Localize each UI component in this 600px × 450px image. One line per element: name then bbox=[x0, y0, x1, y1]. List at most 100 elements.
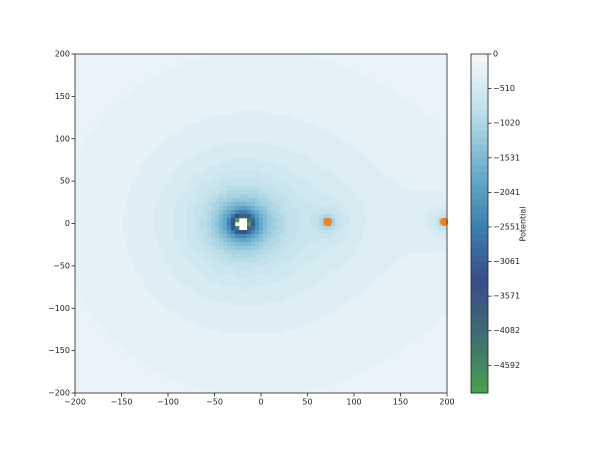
contour-cell bbox=[219, 202, 224, 207]
contour-cell bbox=[303, 222, 308, 227]
contour-cell bbox=[443, 78, 448, 83]
contour-cell bbox=[387, 218, 392, 223]
contour-cell bbox=[95, 74, 100, 79]
contour-cell bbox=[235, 234, 240, 239]
contour-cell bbox=[179, 210, 184, 215]
contour-cell bbox=[207, 130, 212, 135]
contour-cell bbox=[155, 154, 160, 159]
contour-cell bbox=[211, 90, 216, 95]
contour-cell bbox=[351, 110, 356, 115]
contour-cell bbox=[127, 186, 132, 191]
contour-cell bbox=[359, 54, 364, 59]
contour-cell bbox=[151, 110, 156, 115]
contour-cell bbox=[211, 198, 216, 203]
contour-cell bbox=[239, 242, 244, 247]
contour-cell bbox=[95, 178, 100, 183]
contour-cell bbox=[339, 242, 344, 247]
contour-cell bbox=[387, 214, 392, 219]
contour-cell bbox=[127, 174, 132, 179]
contour-cell bbox=[283, 142, 288, 147]
contour-cell bbox=[111, 62, 116, 67]
contour-cell bbox=[283, 202, 288, 207]
contour-cell bbox=[251, 114, 256, 119]
contour-cell bbox=[107, 106, 112, 111]
contour-cell bbox=[159, 130, 164, 135]
contour-cell bbox=[379, 198, 384, 203]
contour-cell bbox=[135, 134, 140, 139]
contour-cell bbox=[263, 134, 268, 139]
contour-cell bbox=[87, 262, 92, 267]
contour-cell bbox=[87, 158, 92, 163]
contour-cell bbox=[347, 106, 352, 111]
contour-cell bbox=[251, 142, 256, 147]
contour-cell bbox=[343, 246, 348, 251]
contour-cell bbox=[427, 130, 432, 135]
contour-cell bbox=[159, 210, 164, 215]
contour-cell bbox=[123, 122, 128, 127]
contour-cell bbox=[239, 198, 244, 203]
contour-cell bbox=[151, 238, 156, 243]
contour-cell bbox=[143, 114, 148, 119]
contour-cell bbox=[367, 170, 372, 175]
contour-cell bbox=[267, 118, 272, 123]
contour-cell bbox=[255, 162, 260, 167]
contour-cell bbox=[431, 66, 436, 71]
contour-cell bbox=[123, 142, 128, 147]
contour-cell bbox=[287, 178, 292, 183]
contour-cell bbox=[171, 178, 176, 183]
contour-cell bbox=[363, 142, 368, 147]
contour-cell bbox=[235, 126, 240, 131]
contour-cell bbox=[279, 82, 284, 87]
contour-cell bbox=[255, 262, 260, 267]
contour-cell bbox=[79, 266, 84, 271]
contour-cell bbox=[443, 118, 448, 123]
contour-cell bbox=[247, 258, 252, 263]
contour-cell bbox=[263, 150, 268, 155]
contour-cell bbox=[167, 162, 172, 167]
contour-cell bbox=[183, 238, 188, 243]
contour-cell bbox=[291, 66, 296, 71]
contour-cell bbox=[259, 106, 264, 111]
contour-cell bbox=[275, 74, 280, 79]
contour-cell bbox=[227, 226, 232, 231]
contour-cell bbox=[415, 198, 420, 203]
contour-cell bbox=[319, 242, 324, 247]
contour-cell bbox=[91, 254, 96, 259]
contour-cell bbox=[335, 70, 340, 75]
contour-cell bbox=[403, 114, 408, 119]
contour-cell bbox=[343, 66, 348, 71]
contour-cell bbox=[131, 74, 136, 79]
contour-cell bbox=[187, 98, 192, 103]
contour-cell bbox=[439, 246, 444, 251]
contour-cell bbox=[139, 182, 144, 187]
contour-cell bbox=[359, 262, 364, 267]
contour-cell bbox=[343, 110, 348, 115]
contour-cell bbox=[139, 242, 144, 247]
contour-cell bbox=[331, 170, 336, 175]
contour-cell bbox=[203, 190, 208, 195]
contour-cell bbox=[279, 250, 284, 255]
contour-cell bbox=[91, 174, 96, 179]
contour-cell bbox=[107, 126, 112, 131]
contour-cell bbox=[147, 186, 152, 191]
contour-cell bbox=[91, 90, 96, 95]
contour-cell bbox=[107, 158, 112, 163]
contour-cell bbox=[123, 222, 128, 227]
contour-cell bbox=[275, 250, 280, 255]
contour-cell bbox=[87, 162, 92, 167]
contour-cell bbox=[291, 150, 296, 155]
contour-cell bbox=[319, 74, 324, 79]
contour-cell bbox=[115, 238, 120, 243]
contour-cell bbox=[343, 202, 348, 207]
contour-cell bbox=[179, 126, 184, 131]
contour-cell bbox=[391, 130, 396, 135]
contour-cell bbox=[99, 74, 104, 79]
contour-cell bbox=[239, 98, 244, 103]
contour-cell bbox=[311, 154, 316, 159]
contour-cell bbox=[379, 98, 384, 103]
contour-cell bbox=[415, 98, 420, 103]
contour-cell bbox=[295, 130, 300, 135]
contour-cell bbox=[347, 158, 352, 163]
contour-cell bbox=[307, 130, 312, 135]
contour-cell bbox=[171, 174, 176, 179]
